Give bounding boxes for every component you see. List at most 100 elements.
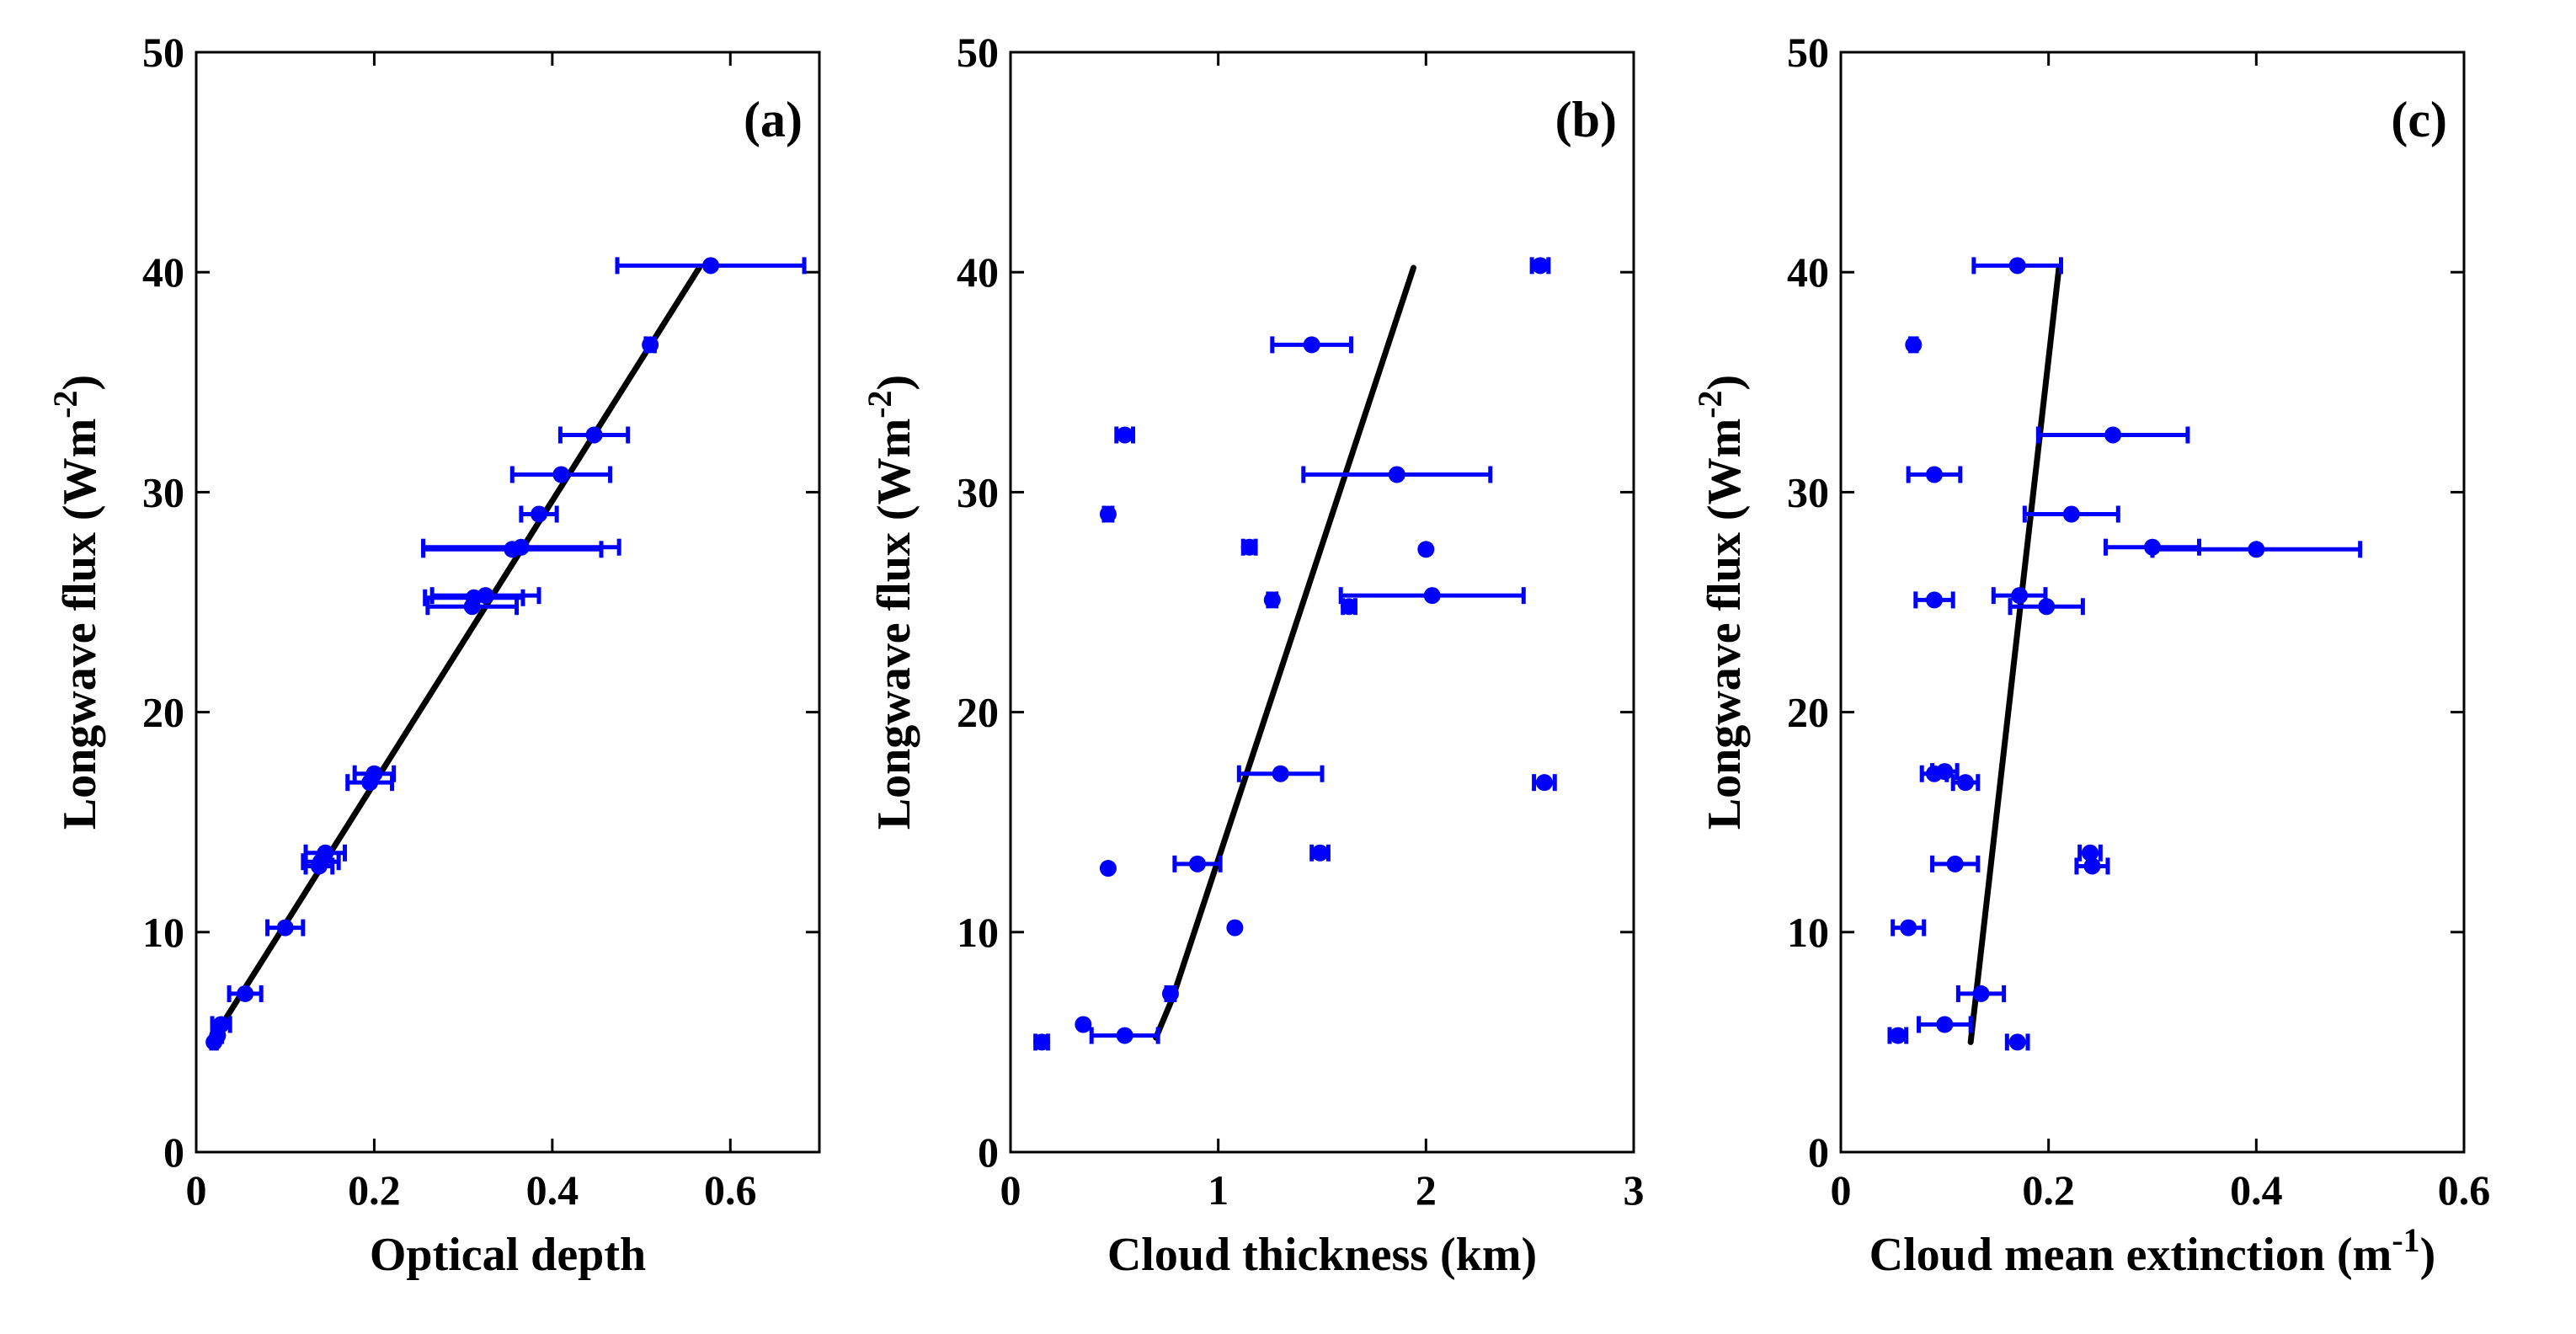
panel-b-y-axis-title-main: Longwave flux (Wm <box>868 419 920 830</box>
panel-b-data-point <box>1033 1033 1050 1051</box>
panel-a-y-tick-label: 20 <box>142 689 184 736</box>
panel-b-x-tick-label: 1 <box>1208 1166 1229 1214</box>
panel-b-data-point <box>1341 598 1358 616</box>
panel-a-data-point <box>509 466 613 483</box>
panel-b-x-tick-label: 2 <box>1416 1166 1437 1214</box>
panel-c-data-point <box>1891 919 1927 936</box>
panel-a-x-tick-label: 0.2 <box>348 1166 401 1214</box>
panel-a-y-tick-label: 40 <box>142 248 184 296</box>
panel-a-marker <box>585 426 603 444</box>
panel-c-data-point <box>1930 763 1960 781</box>
panel-b-data-point <box>1226 919 1244 936</box>
panel-b-marker <box>1099 860 1117 878</box>
panel-b-x-tick-label: 0 <box>1000 1166 1021 1214</box>
panel-a-x-axis-title: Optical depth <box>370 1229 646 1281</box>
panel-c-data-point <box>2035 426 2190 444</box>
panel-b-marker <box>1116 1027 1133 1044</box>
panel-c-marker <box>1905 336 1923 354</box>
panel-a-data-point <box>205 1033 223 1051</box>
panel-c-marker <box>2083 857 2101 875</box>
panel-c-marker <box>2038 598 2056 616</box>
panel-c-y-tick-label: 50 <box>1787 29 1829 76</box>
panel-b-data-point <box>1075 1016 1092 1033</box>
panel-c: 0 0.2 0.4 0.6 0 10 20 30 40 50 (c) Cloud mean ext… <box>1691 29 2491 1281</box>
panel-c-plot-area: 0 0.2 0.4 0.6 0 10 20 30 40 50 <box>1787 29 2490 1214</box>
panel-a-data-point <box>303 857 335 875</box>
panel-c-data-point <box>2077 844 2103 862</box>
panel-c-data-point <box>1930 855 1981 872</box>
panel-c-data-point <box>2008 598 2085 616</box>
panel-b-y-axis-title-close: ) <box>868 375 920 391</box>
panel-b-x-tick-label: 3 <box>1624 1166 1645 1214</box>
panel-c-y-axis-title: Longwave flux (Wm-2) <box>1691 375 1752 830</box>
panel-c-data-point <box>1905 336 1923 354</box>
panel-c-axes-box <box>1839 51 2466 1154</box>
panel-c-data-point <box>1971 257 2063 275</box>
panel-a-data-point <box>642 336 659 354</box>
panel-b-data-point <box>1532 774 1557 792</box>
panel-b-data-point <box>1099 860 1117 878</box>
panel-a-marker <box>276 919 294 936</box>
panel-b-marker <box>1189 855 1206 872</box>
panel-a-data-point <box>265 919 306 936</box>
panel-c-marker <box>2008 257 2026 275</box>
panel-c-marker <box>2062 505 2080 523</box>
panel-b-y-axis-title-superscript: -2 <box>861 390 899 418</box>
panel-b-marker <box>1263 591 1281 609</box>
panel-a-data-point <box>210 1016 232 1033</box>
panel-b-marker <box>1341 598 1358 616</box>
panel-a-fit-line <box>206 264 702 1048</box>
panel-b-y-tick-label: 40 <box>957 248 999 296</box>
panel-b-marker <box>1272 765 1289 782</box>
panel-a-data-point <box>423 589 525 606</box>
panel-b-marker <box>1099 505 1117 523</box>
panel-a-y-tick-label: 0 <box>163 1129 184 1176</box>
panel-b-marker <box>1240 538 1258 556</box>
panel-a-plot-area: 0 0.2 0.4 0.6 0 10 20 30 40 50 <box>142 29 821 1214</box>
panel-b-x-axis-title: Cloud thickness (km) <box>1107 1229 1537 1281</box>
panel-c-data-point <box>1950 774 1981 792</box>
panel-b-marker <box>1388 466 1405 483</box>
panel-c-y-axis-title-close: ) <box>1699 375 1751 391</box>
panel-b-label: (b) <box>1555 92 1617 147</box>
panel-c-marker <box>1900 919 1917 936</box>
panel-a-data-point <box>557 426 631 444</box>
panel-b-marker <box>1532 257 1549 275</box>
panel-c-data-point <box>1913 591 1955 609</box>
panel-b-marker <box>1417 541 1435 558</box>
panel-b-y-tick-label: 50 <box>957 29 999 76</box>
panel-a-x-tick-label: 0.4 <box>526 1166 579 1214</box>
panel-b-data-point <box>1089 1027 1160 1044</box>
panel-c-data-point <box>2074 857 2110 875</box>
panel-c-data-point <box>2150 541 2363 558</box>
panel-a-data-point <box>227 984 264 1002</box>
panel-b-marker <box>1535 774 1553 792</box>
panel-c-marker <box>1936 763 1954 781</box>
panel-c-y-axis-title-main: Longwave flux (Wm <box>1699 419 1751 830</box>
panel-a-label: (a) <box>744 92 803 147</box>
panel-a-marker <box>531 505 547 523</box>
panel-c-y-tick-label: 10 <box>1787 909 1829 956</box>
panel-b-data-point <box>1270 336 1354 354</box>
panel-c-y-tick-label: 0 <box>1808 1129 1829 1176</box>
panel-a-data-point <box>425 598 520 616</box>
panel-b-data-point <box>1301 466 1493 483</box>
panel-a-marker <box>310 857 328 875</box>
panel-c-x-tick-label: 0.2 <box>2022 1166 2075 1214</box>
panel-b-data-point <box>1309 844 1331 862</box>
panel-b-marker <box>1303 336 1320 354</box>
panel-a-data-point <box>421 541 604 558</box>
panel-b-marker <box>1161 984 1179 1002</box>
panel-b-marker <box>1311 844 1329 862</box>
panel-a-data-point <box>519 505 559 523</box>
panel-a-x-tick-label: 0.6 <box>704 1166 757 1214</box>
panel-b-y-tick-label: 0 <box>978 1129 999 1176</box>
panel-b-marker <box>1033 1033 1050 1051</box>
panel-b-data-point <box>1529 257 1551 275</box>
panel-c-marker <box>1926 591 1943 609</box>
panel-a-marker <box>702 257 720 275</box>
panel-c-y-axis-title-superscript: -2 <box>1691 390 1729 418</box>
